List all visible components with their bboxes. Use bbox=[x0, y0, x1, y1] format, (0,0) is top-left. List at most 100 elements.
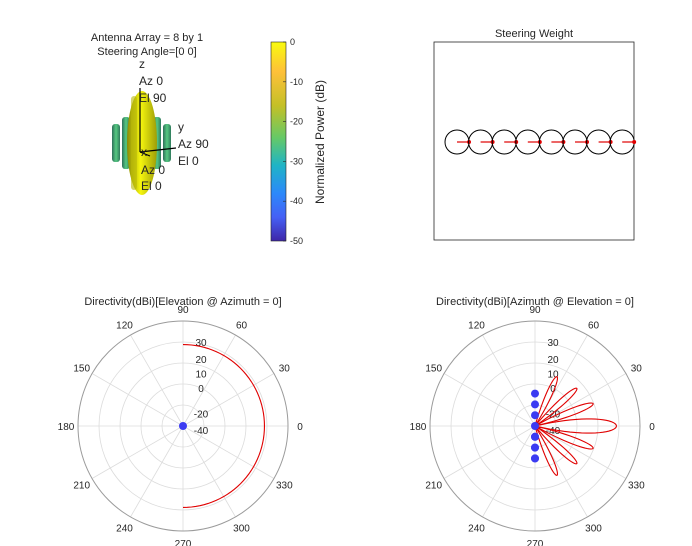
polar-azimuth-panel: Directivity(dBi)[Azimuth @ Elevation = 0… bbox=[410, 296, 656, 546]
array-element-marker bbox=[531, 432, 539, 441]
azimuth-lobe bbox=[534, 402, 594, 427]
polar-angle-tick-label: 150 bbox=[73, 364, 90, 375]
azimuth-lobe bbox=[534, 387, 578, 427]
polar-grid-spoke bbox=[91, 373, 184, 427]
y-axis-label: y Az 90 El 0 bbox=[178, 120, 209, 168]
polar-r-tick-label: 30 bbox=[195, 338, 207, 349]
polar-angle-tick-label: 300 bbox=[233, 523, 250, 534]
azimuth-lobe bbox=[534, 376, 559, 427]
polar-angle-tick-label: 120 bbox=[116, 321, 133, 332]
x-el-label: El 0 bbox=[141, 179, 162, 193]
steering-weight-title: Steering Weight bbox=[495, 28, 573, 40]
polar-elevation-title: Directivity(dBi)[Elevation @ Azimuth = 0… bbox=[84, 296, 281, 308]
polar-angle-tick-label: 120 bbox=[468, 321, 485, 332]
polar-r-tick-label: 20 bbox=[195, 355, 207, 366]
colorbar-tick-label: -10 bbox=[290, 77, 303, 87]
radiation-pattern-shape bbox=[112, 91, 171, 195]
colorbar bbox=[270, 41, 287, 242]
polar-grid-spoke bbox=[534, 373, 627, 427]
y-label: y bbox=[178, 120, 184, 134]
polar-grid-spoke bbox=[130, 334, 184, 427]
pattern-title-line2: Steering Angle=[0 0] bbox=[97, 46, 196, 58]
azimuth-lobe bbox=[534, 425, 578, 465]
polar-grid-spoke bbox=[482, 334, 536, 427]
polar-angle-tick-label: 90 bbox=[177, 305, 189, 316]
polar-angle-tick-label: 0 bbox=[297, 422, 303, 433]
polar-r-tick-label: -20 bbox=[194, 409, 209, 420]
polar-angle-tick-label: 180 bbox=[410, 422, 427, 433]
polar-outer-ring bbox=[429, 320, 641, 532]
array-element-marker bbox=[531, 400, 539, 409]
polar-grid-spoke bbox=[182, 425, 275, 479]
steering-weight-markers bbox=[444, 129, 637, 155]
polar-angle-tick-label: 60 bbox=[588, 321, 600, 332]
array-element-marker bbox=[531, 411, 539, 420]
azimuth-lobe bbox=[534, 418, 618, 434]
colorbar-tick-label: 0 bbox=[290, 37, 295, 47]
polar-r-tick-label: 10 bbox=[195, 370, 207, 381]
polar-grid-spoke bbox=[534, 425, 627, 479]
array-element-marker bbox=[531, 422, 539, 430]
polar-azimuth-plot: 90603003303002702402101801501203020100-2… bbox=[410, 305, 656, 546]
colorbar-label: Normalized Power (dB) bbox=[313, 80, 327, 204]
x-label: x bbox=[141, 145, 147, 159]
polar-angle-tick-label: 150 bbox=[425, 364, 442, 375]
polar-r-tick-label: 10 bbox=[547, 370, 559, 381]
polar-r-tick-label: -40 bbox=[194, 426, 209, 437]
polar-outer-ring bbox=[77, 320, 289, 532]
polar-angle-tick-label: 30 bbox=[631, 364, 643, 375]
polar-grid-spoke bbox=[182, 425, 236, 518]
y-el-label: El 0 bbox=[178, 154, 199, 168]
polar-grid-spoke bbox=[91, 425, 184, 479]
colorbar-ticks: 0 -10 -20 -30 -40 -50 bbox=[283, 37, 303, 246]
polar-elevation-plot: 90603003303002702402101801501203020100-2… bbox=[58, 305, 304, 546]
x-axis-label: x Az 0 El 0 bbox=[141, 145, 165, 193]
polar-angle-tick-label: 330 bbox=[628, 481, 645, 492]
array-element-marker bbox=[531, 389, 539, 398]
polar-angle-tick-label: 270 bbox=[175, 539, 192, 546]
polar-azimuth-title: Directivity(dBi)[Azimuth @ Elevation = 0… bbox=[436, 296, 634, 308]
polar-grid-spoke bbox=[443, 373, 536, 427]
polar-angle-tick-label: 240 bbox=[468, 523, 485, 534]
polar-angle-tick-label: 60 bbox=[236, 321, 248, 332]
array-element-marker bbox=[531, 454, 539, 463]
colorbar-tick-label: -40 bbox=[290, 196, 303, 206]
polar-r-tick-label: 0 bbox=[198, 384, 204, 395]
colorbar-tick-label: -30 bbox=[290, 156, 303, 166]
polar-r-tick-label: -20 bbox=[546, 409, 561, 420]
polar-angle-tick-label: 210 bbox=[73, 481, 90, 492]
polar-angle-tick-label: 300 bbox=[585, 523, 602, 534]
polar-angle-tick-label: 270 bbox=[527, 539, 544, 546]
y-az-label: Az 90 bbox=[178, 137, 209, 151]
colorbar-tick-label: -20 bbox=[290, 117, 303, 127]
polar-r-tick-label: -40 bbox=[546, 426, 561, 437]
elevation-pattern-line bbox=[182, 344, 266, 508]
steering-weight-axes bbox=[433, 41, 635, 241]
polar-r-tick-label: 0 bbox=[550, 384, 556, 395]
polar-angle-tick-label: 210 bbox=[425, 481, 442, 492]
array-element-marker bbox=[179, 422, 187, 430]
polar-grid-spoke bbox=[182, 334, 236, 427]
axis-lines bbox=[139, 88, 177, 157]
polar-grid-spoke bbox=[182, 373, 275, 427]
polar-grid-spoke bbox=[130, 425, 184, 518]
polar-elevation-panel: Directivity(dBi)[Elevation @ Azimuth = 0… bbox=[58, 296, 304, 546]
pattern-title-line1: Antenna Array = 8 by 1 bbox=[91, 32, 203, 44]
pattern-3d-panel: Antenna Array = 8 by 1 Steering Angle=[0… bbox=[91, 32, 327, 246]
x-az-label: Az 0 bbox=[141, 163, 165, 177]
polar-grid-spoke bbox=[482, 425, 536, 518]
polar-angle-tick-label: 0 bbox=[649, 422, 655, 433]
z-axis-label: z Az 0 El 90 bbox=[139, 57, 167, 105]
polar-grid-spoke bbox=[443, 425, 536, 479]
z-el-label: El 90 bbox=[139, 91, 167, 105]
polar-angle-tick-label: 330 bbox=[276, 481, 293, 492]
steering-weight-panel: Steering Weight bbox=[433, 28, 637, 241]
polar-angle-tick-label: 240 bbox=[116, 523, 133, 534]
azimuth-lobe bbox=[534, 425, 594, 450]
polar-r-tick-label: 30 bbox=[547, 338, 559, 349]
polar-angle-tick-label: 30 bbox=[279, 364, 291, 375]
array-element-marker bbox=[531, 443, 539, 452]
colorbar-tick-label: -50 bbox=[290, 236, 303, 246]
azimuth-lobe bbox=[534, 425, 559, 476]
